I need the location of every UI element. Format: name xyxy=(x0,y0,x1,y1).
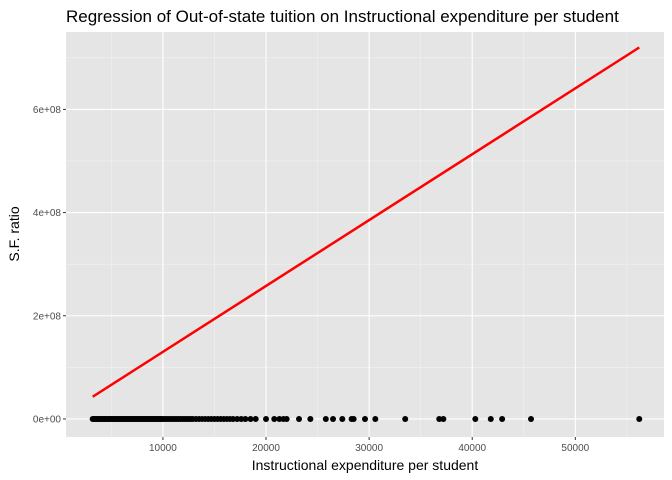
x-tick-label: 50000 xyxy=(561,443,589,454)
plot-panel xyxy=(66,32,664,437)
x-tick-label: 30000 xyxy=(355,443,383,454)
y-tick-label: 2e+08 xyxy=(33,311,62,322)
y-tick-label: 4e+08 xyxy=(33,208,62,219)
data-point xyxy=(276,415,283,422)
data-point xyxy=(402,415,409,422)
data-point xyxy=(499,415,506,422)
data-point xyxy=(234,415,241,422)
data-point xyxy=(330,415,337,422)
x-tick-label: 10000 xyxy=(149,443,177,454)
data-point xyxy=(247,415,254,422)
data-point xyxy=(440,415,447,422)
data-point xyxy=(527,415,534,422)
data-point xyxy=(362,415,368,422)
x-tick-label: 40000 xyxy=(458,443,486,454)
data-point xyxy=(252,415,259,422)
y-axis-ticks: 0e+00 2e+08 4e+08 6e+08 xyxy=(33,105,66,425)
major-gridlines xyxy=(66,32,664,437)
data-point xyxy=(472,415,479,422)
regression-line-layer xyxy=(91,46,640,398)
x-axis-ticks: 10000 20000 30000 40000 50000 xyxy=(149,437,590,454)
data-point xyxy=(283,415,290,422)
data-point xyxy=(238,415,245,422)
regression-line xyxy=(91,46,640,398)
data-points xyxy=(89,415,643,422)
y-tick-label: 0e+00 xyxy=(33,414,62,425)
data-point xyxy=(436,415,443,422)
x-axis-title: Instructional expenditure per student xyxy=(252,457,479,473)
chart-title: Regression of Out-of-state tuition on In… xyxy=(66,7,619,26)
data-point xyxy=(296,415,303,422)
data-point xyxy=(307,415,314,422)
data-point xyxy=(242,415,249,422)
y-tick-label: 6e+08 xyxy=(33,105,62,116)
data-point xyxy=(322,415,329,422)
data-point xyxy=(372,415,379,422)
data-point xyxy=(636,415,643,422)
x-tick-label: 20000 xyxy=(252,443,280,454)
data-point xyxy=(263,415,270,422)
data-point xyxy=(271,415,278,422)
y-axis-title: S.F. ratio xyxy=(6,206,22,261)
data-point xyxy=(487,415,494,422)
data-point xyxy=(350,415,357,422)
data-point xyxy=(230,415,237,422)
data-point xyxy=(339,415,346,422)
minor-gridlines xyxy=(66,32,664,437)
